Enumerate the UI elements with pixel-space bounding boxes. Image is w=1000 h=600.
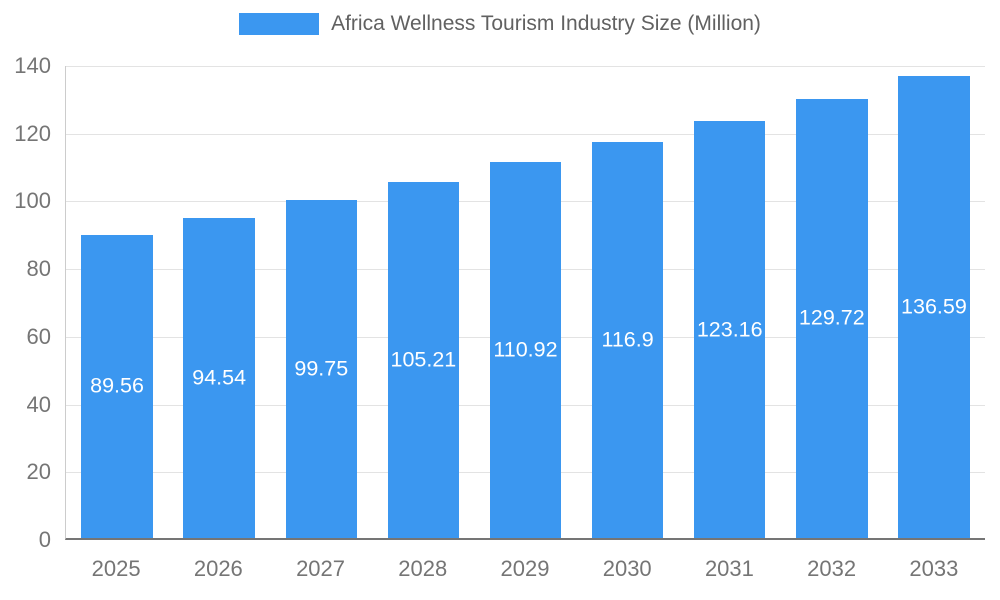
bar-value-label: 105.21 bbox=[390, 347, 457, 372]
gridline bbox=[66, 66, 985, 67]
bar-slot: 99.75 bbox=[270, 66, 372, 538]
bar-value-label: 99.75 bbox=[294, 356, 349, 381]
y-tick-label: 120 bbox=[14, 120, 51, 146]
bar-slot: 136.59 bbox=[883, 66, 985, 538]
y-tick-label: 140 bbox=[14, 53, 51, 78]
y-tick-label: 100 bbox=[14, 188, 51, 214]
x-tick-label: 2030 bbox=[602, 556, 652, 581]
bar-slot: 129.72 bbox=[781, 66, 883, 538]
bar-value-label: 110.92 bbox=[493, 337, 558, 362]
bar-2032: 129.72 bbox=[796, 98, 868, 538]
x-axis: 2025 2026 2027 2028 2029 2030 2031 2032 2033 bbox=[65, 556, 985, 582]
bar-2030: 116.9 bbox=[591, 142, 664, 538]
y-tick-label: 0 bbox=[38, 527, 51, 552]
bar-2027: 99.75 bbox=[285, 200, 357, 538]
y-tick-label: 60 bbox=[26, 323, 51, 349]
y-tick-label: 20 bbox=[26, 459, 51, 485]
bar-value-label: 116.9 bbox=[601, 327, 654, 352]
plot-area: 89.56 94.54 99.75 105.21 110.92 116.9 123.16 12… bbox=[65, 66, 985, 540]
y-tick-label: 40 bbox=[26, 391, 51, 417]
bar-slot: 89.56 bbox=[66, 66, 168, 538]
bar-value-label: 89.56 bbox=[90, 373, 144, 398]
bar-2025: 89.56 bbox=[81, 234, 153, 538]
legend-swatch bbox=[239, 13, 320, 35]
y-tick-label: 80 bbox=[26, 256, 51, 282]
legend-label: Africa Wellness Tourism Industry Size (M… bbox=[331, 12, 761, 35]
gridline bbox=[66, 133, 985, 135]
bar-slot: 105.21 bbox=[372, 66, 474, 538]
bar-2028: 105.21 bbox=[387, 181, 460, 538]
bar-2026: 94.54 bbox=[183, 217, 255, 538]
x-tick-label: 2027 bbox=[296, 556, 346, 581]
bar-slot: 116.9 bbox=[577, 66, 679, 538]
bars-container: 89.56 94.54 99.75 105.21 110.92 116.9 123.16 12… bbox=[66, 66, 985, 538]
bar-2033: 136.59 bbox=[898, 75, 970, 538]
x-tick-label: 2033 bbox=[909, 556, 959, 581]
y-axis: 0 20 40 60 80 100 120 140 bbox=[0, 53, 65, 552]
bar-2031: 123.16 bbox=[693, 121, 766, 538]
x-tick-label: 2025 bbox=[91, 556, 141, 581]
x-tick-label: 2031 bbox=[704, 556, 754, 581]
bar-value-label: 123.16 bbox=[696, 317, 763, 341]
bar-slot: 94.54 bbox=[168, 66, 270, 538]
bar-value-label: 136.59 bbox=[901, 294, 967, 319]
bar-value-label: 94.54 bbox=[192, 365, 247, 390]
chart-legend: Africa Wellness Tourism Industry Size (M… bbox=[0, 12, 1000, 36]
x-tick-label: 2032 bbox=[807, 556, 857, 581]
x-tick-label: 2029 bbox=[500, 556, 550, 581]
x-tick-label: 2026 bbox=[193, 556, 243, 581]
bar-value-label: 129.72 bbox=[798, 305, 865, 330]
bar-2029: 110.92 bbox=[489, 162, 562, 538]
bar-slot: 110.92 bbox=[474, 66, 576, 538]
x-tick-label: 2028 bbox=[398, 556, 448, 581]
bar-slot: 123.16 bbox=[679, 66, 781, 538]
